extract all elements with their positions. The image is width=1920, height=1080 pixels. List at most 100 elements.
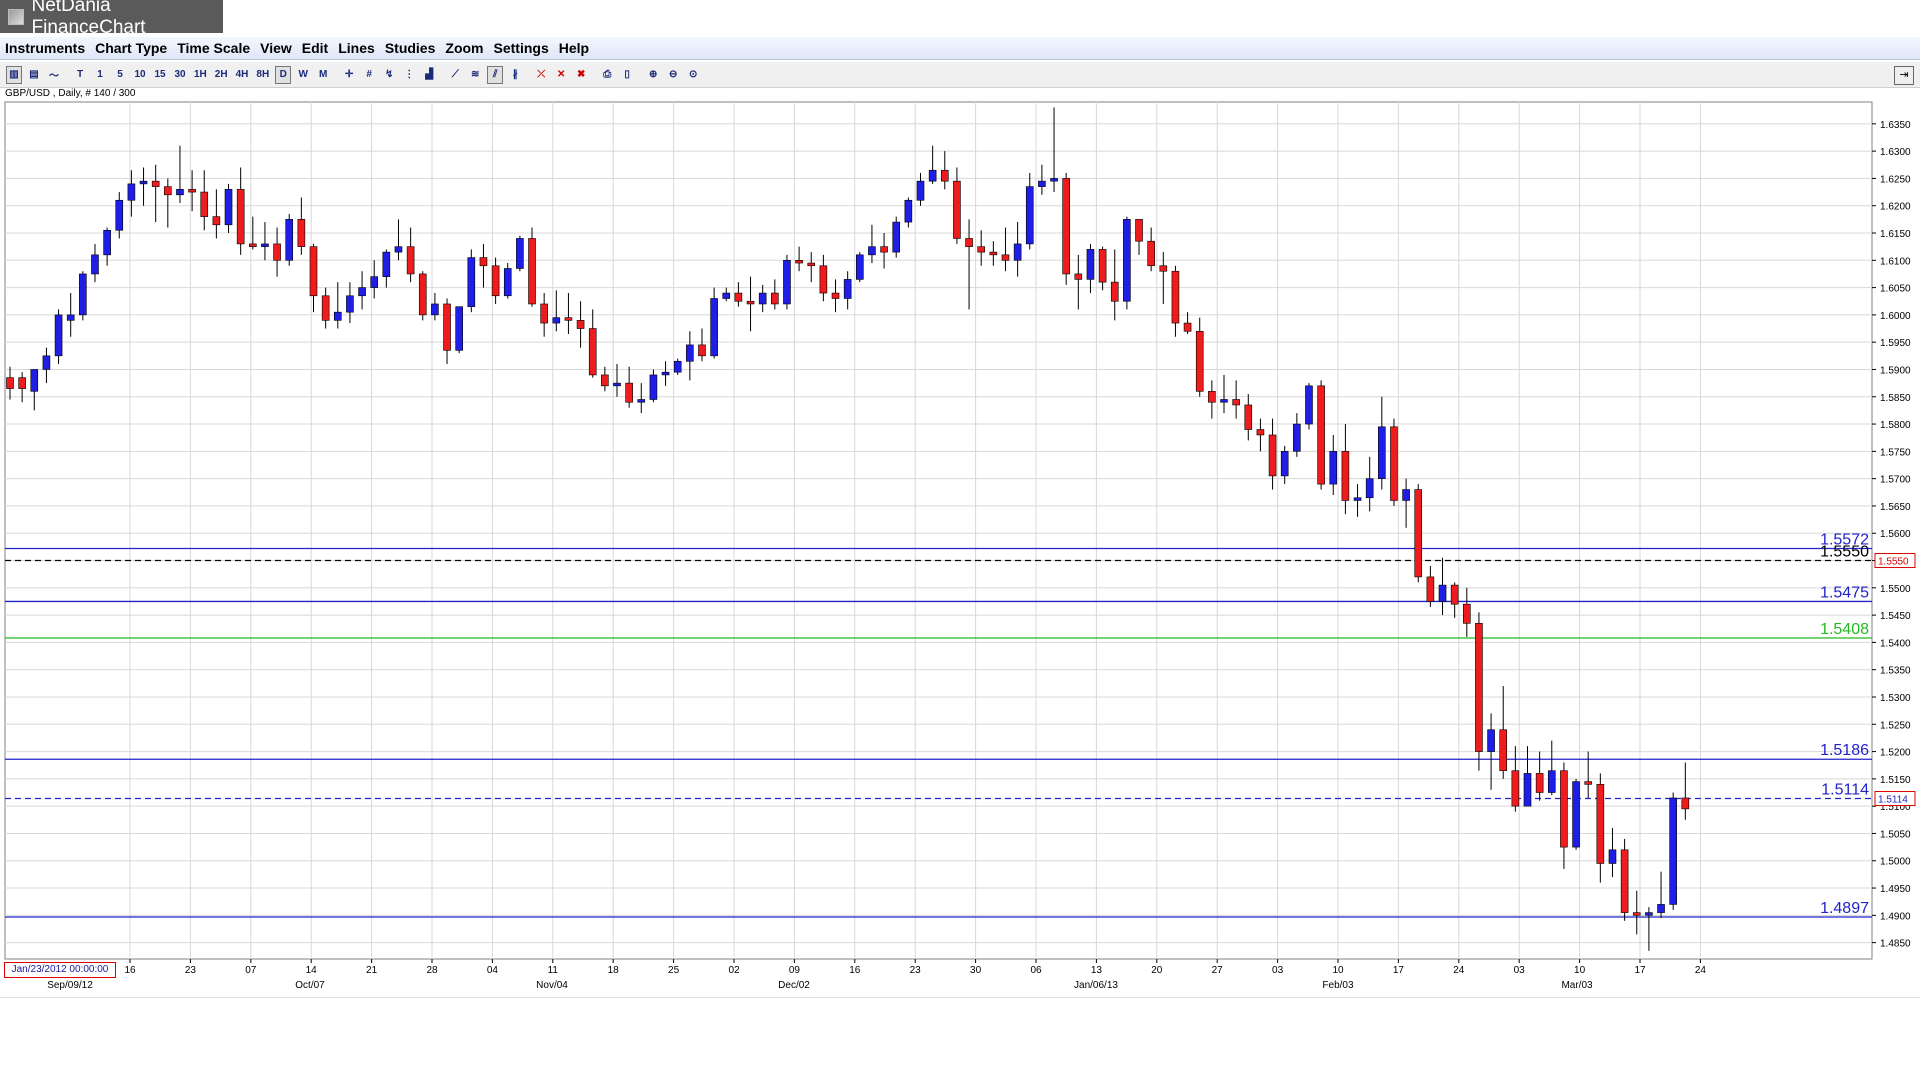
candle-body: [1487, 729, 1495, 752]
trendline-icon[interactable]: ⟋: [451, 69, 459, 80]
channel-icon[interactable]: ⫽: [487, 65, 504, 84]
delete-all-icon[interactable]: ✕: [556, 69, 566, 80]
horizontal-line-label: 1.5186: [1820, 742, 1869, 759]
candle-body: [940, 169, 949, 182]
candle-body: [649, 374, 658, 400]
netdania-logo-icon: [8, 8, 24, 25]
menu-studies[interactable]: Studies: [384, 40, 436, 56]
menu-instruments[interactable]: Instruments: [5, 40, 86, 56]
x-tick-label: 09: [789, 965, 801, 976]
menu-lines[interactable]: Lines: [338, 40, 375, 56]
period-button-1h[interactable]: 1H: [194, 69, 207, 80]
candle-body: [91, 254, 99, 275]
period-button-8h[interactable]: 8H: [256, 69, 270, 80]
period-button-daily[interactable]: D: [275, 65, 292, 84]
candle-body: [661, 371, 670, 376]
period-button-weekly[interactable]: W: [298, 69, 308, 80]
candle-body: [528, 238, 536, 305]
window-title: NetDania FinanceChart: [31, 0, 146, 38]
candle-body: [321, 295, 330, 321]
bar-chart-icon[interactable]: ▥: [6, 65, 22, 84]
candle-body: [30, 369, 39, 392]
horizontal-line-label: 1.5550: [1820, 544, 1869, 561]
candle-body: [346, 295, 354, 313]
crosshair-icon[interactable]: ✛: [344, 69, 354, 80]
candle-body: [103, 229, 111, 256]
zoom-in-icon[interactable]: ⊕: [648, 69, 658, 80]
menu-edit[interactable]: Edit: [301, 40, 329, 56]
period-button-monthly[interactable]: M: [319, 69, 328, 80]
grid-icon[interactable]: #: [366, 69, 372, 80]
candle-body: [42, 355, 51, 370]
candle-body: [1341, 451, 1350, 501]
y-tick-label: 1.5400: [1880, 638, 1911, 649]
print-icon[interactable]: ⎙: [603, 69, 612, 80]
y-tick-label: 1.6150: [1880, 229, 1911, 240]
candle-body: [1390, 426, 1398, 501]
candle-body: [479, 257, 488, 267]
candle-body: [467, 257, 476, 307]
candle-chart-icon[interactable]: ▤: [29, 69, 39, 80]
candle-body: [819, 265, 828, 294]
line-chart-icon[interactable]: 〜: [49, 71, 59, 82]
period-button-4h[interactable]: 4H: [235, 69, 249, 80]
menu-settings[interactable]: Settings: [493, 40, 549, 56]
horizontal-line-label: 1.5408: [1820, 621, 1869, 638]
x-major-label: Jan/06/13: [1074, 980, 1118, 991]
zoom-reset-icon[interactable]: ⊙: [688, 69, 698, 80]
candlestick-chart[interactable]: 1.48501.49001.49501.50001.50501.51001.51…: [0, 0, 1920, 1000]
period-button-2h[interactable]: 2H: [214, 69, 228, 80]
candle-body: [1523, 773, 1532, 807]
candle-body: [249, 243, 257, 247]
x-tick-label: 23: [910, 965, 922, 976]
period-button-30m[interactable]: 30: [174, 69, 186, 80]
candle-body: [224, 189, 233, 226]
menu-chart-type[interactable]: Chart Type: [95, 40, 168, 56]
parallel-icon[interactable]: ∦: [512, 69, 518, 80]
menu-help[interactable]: Help: [558, 40, 590, 56]
start-date-box[interactable]: Jan/23/2012 00:00:00: [4, 962, 116, 978]
period-button-15m[interactable]: 15: [154, 69, 166, 80]
menu-zoom[interactable]: Zoom: [445, 40, 484, 56]
candle-body: [54, 314, 63, 357]
menu-time-scale[interactable]: Time Scale: [177, 40, 251, 56]
delete-all-lines-icon[interactable]: ✖: [576, 69, 586, 80]
price-marker: [1874, 791, 1916, 807]
zoom-out-icon[interactable]: ⊖: [668, 69, 678, 80]
candle-body: [795, 259, 803, 264]
candle-body: [613, 382, 621, 387]
x-major-label: Dec/02: [778, 980, 810, 991]
x-major-label: Sep/09/12: [47, 980, 93, 991]
print-preview-icon[interactable]: ▯: [624, 69, 630, 80]
y-tick-label: 1.4950: [1880, 884, 1911, 895]
fibonacci-icon[interactable]: ≋: [470, 69, 480, 80]
menu-view[interactable]: View: [260, 40, 292, 56]
candle-body: [1086, 249, 1095, 280]
y-tick-label: 1.6100: [1880, 256, 1911, 267]
period-button-10m[interactable]: 10: [134, 69, 146, 80]
y-tick-label: 1.5050: [1880, 829, 1911, 840]
candle-body: [1062, 178, 1070, 275]
x-major-label: Feb/03: [1322, 980, 1354, 991]
candle-body: [904, 199, 913, 223]
volume-icon[interactable]: ▟: [425, 69, 434, 80]
period-button-tick[interactable]: T: [76, 69, 84, 80]
candle-body: [188, 189, 196, 193]
y-tick-label: 1.5200: [1880, 748, 1911, 759]
cursor-icon[interactable]: ↯: [384, 69, 394, 80]
horizontal-line-label: 1.5572: [1820, 532, 1869, 549]
delete-line-icon[interactable]: ⤫: [537, 69, 546, 80]
candle-body: [1547, 770, 1556, 793]
candle-body: [807, 262, 816, 267]
candle-body: [1378, 426, 1386, 479]
period-button-1m[interactable]: 1: [97, 69, 103, 80]
x-tick-label: 27: [1212, 965, 1224, 976]
period-button-5m[interactable]: 5: [117, 69, 123, 80]
candle-body: [418, 273, 427, 316]
candle-body: [855, 254, 864, 280]
x-tick-label: 02: [728, 965, 740, 976]
data-window-icon[interactable]: ⋮: [404, 69, 415, 80]
pin-icon[interactable]: ⇥: [1894, 66, 1914, 85]
candle-body: [673, 360, 682, 373]
y-tick-label: 1.5600: [1880, 529, 1911, 540]
